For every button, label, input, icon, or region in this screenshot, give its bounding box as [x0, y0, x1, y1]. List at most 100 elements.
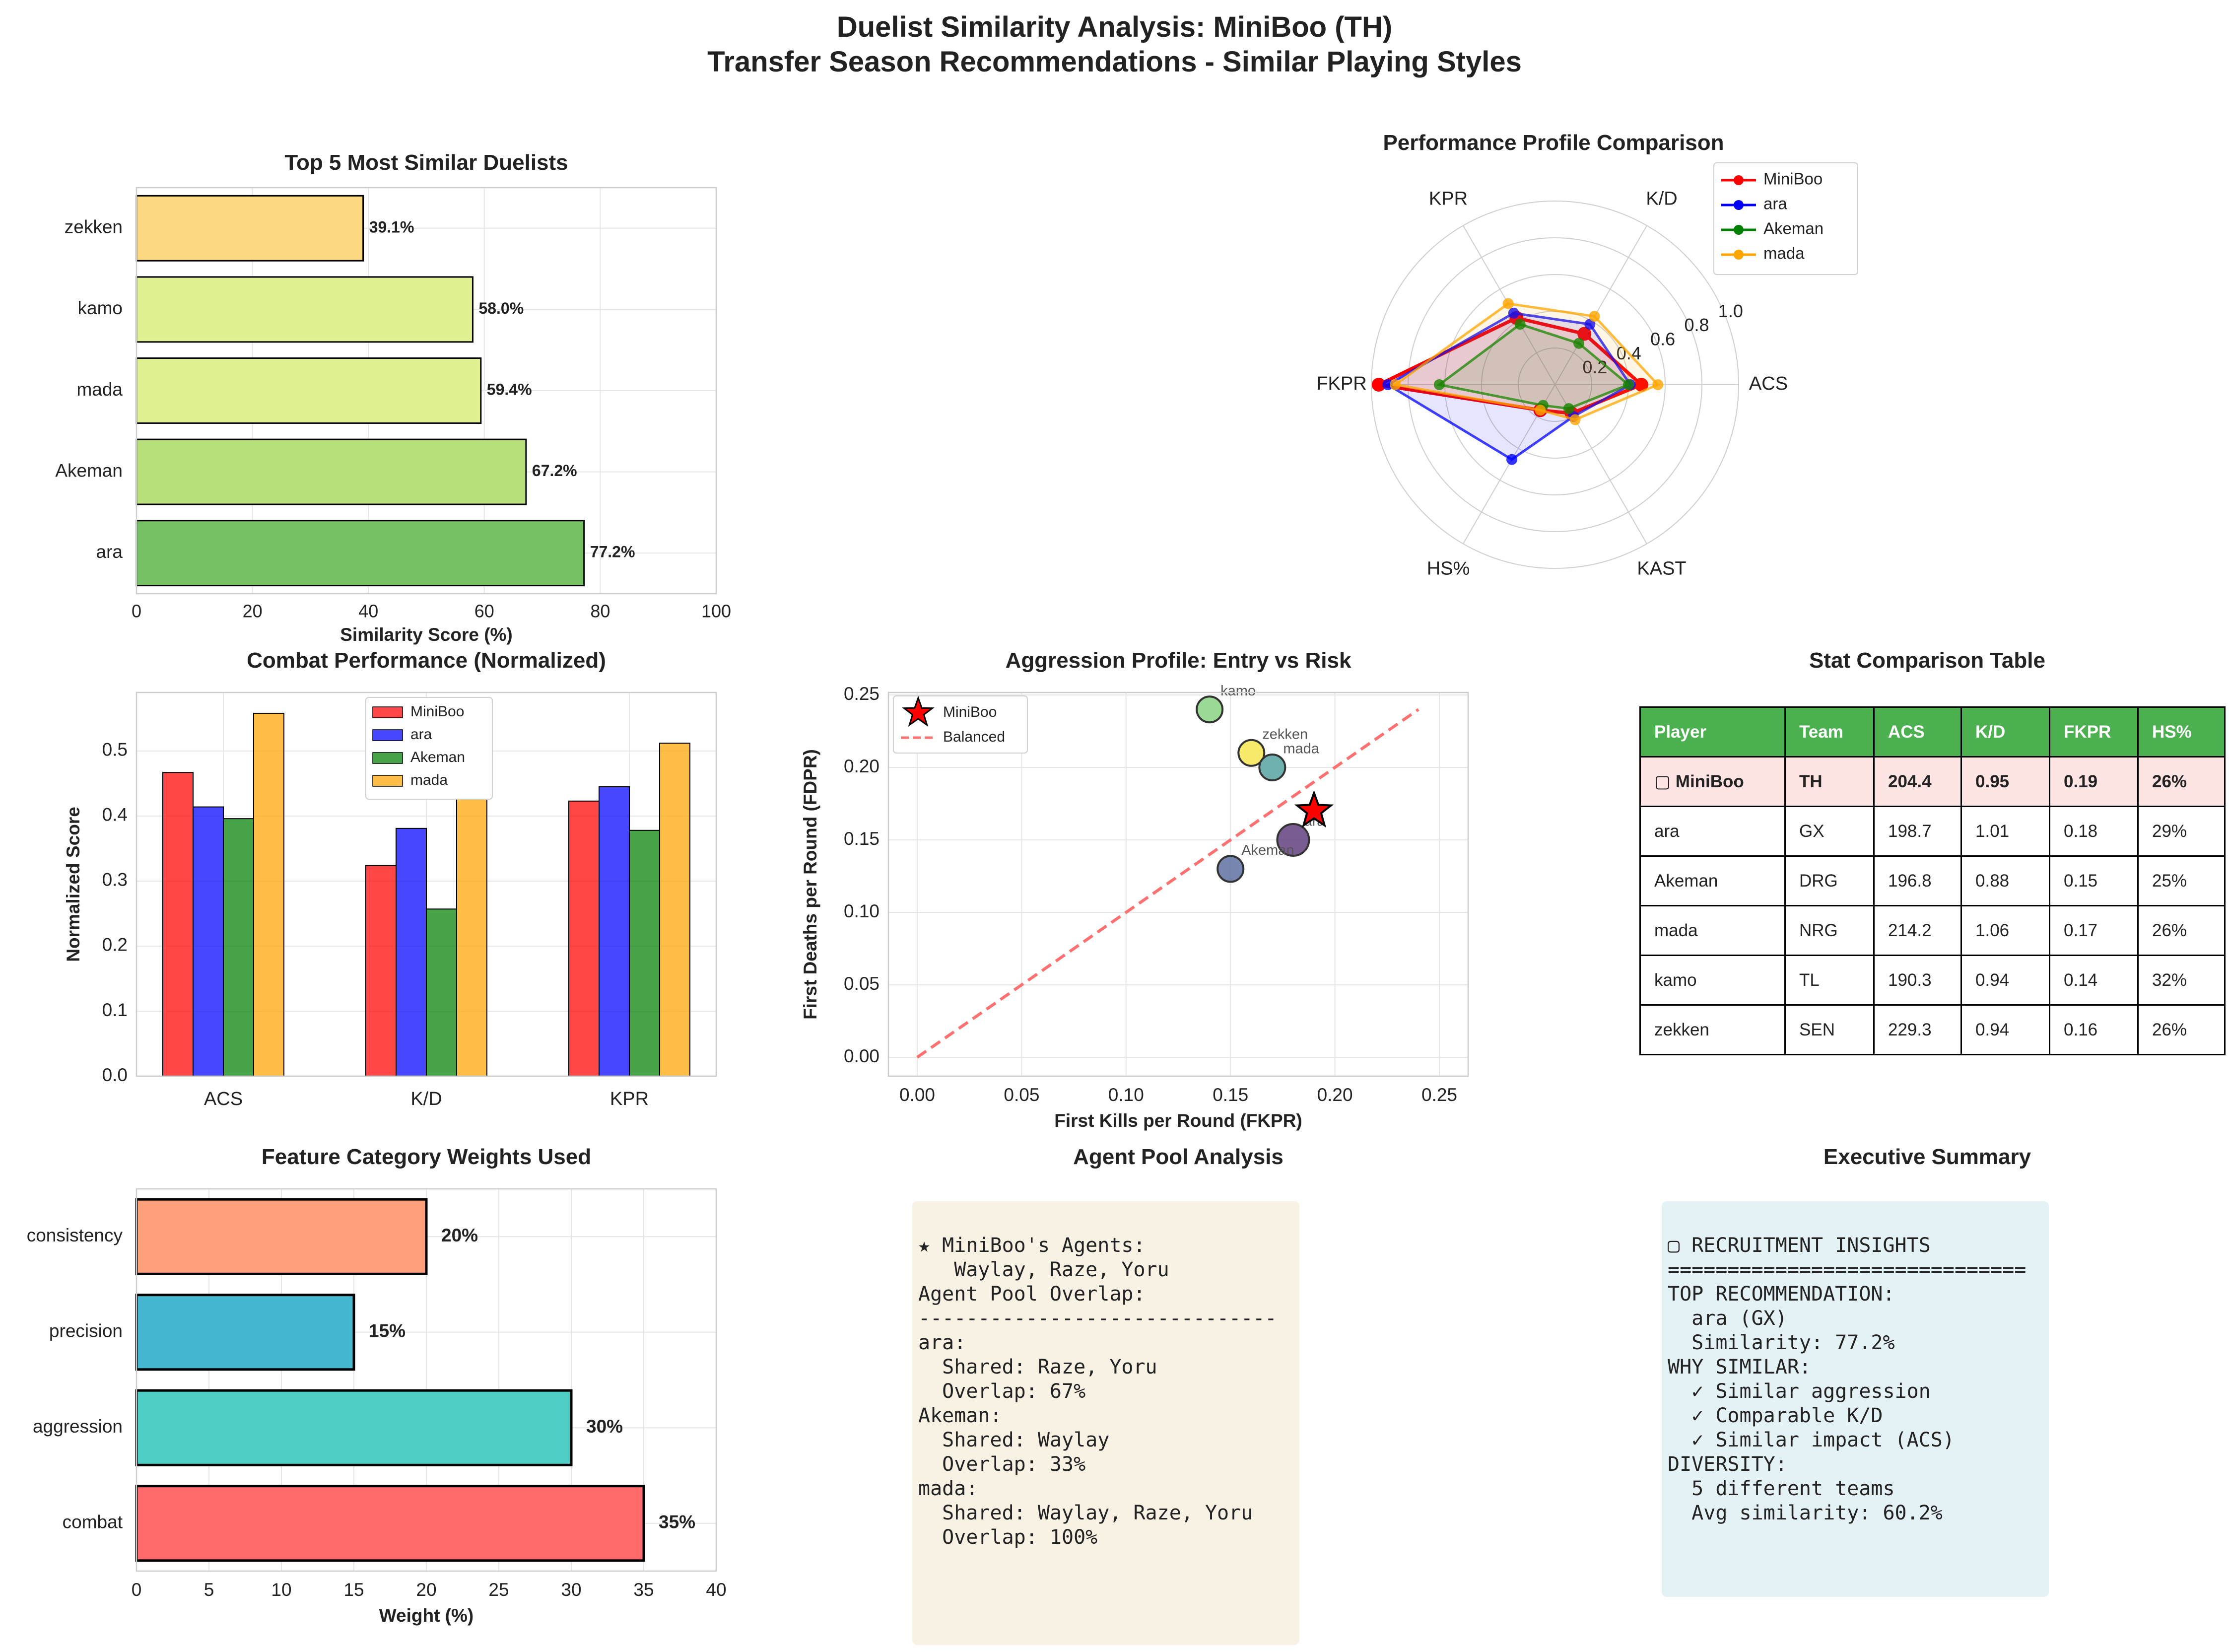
agent-pool-line: Agent Pool Overlap: — [918, 1283, 1146, 1306]
agent-pool-line: Shared: Waylay — [918, 1429, 1110, 1451]
legend-label: mada — [1763, 244, 1805, 263]
table-cell: 26% — [2137, 756, 2226, 807]
scatter-point-label: mada — [1283, 741, 1319, 757]
weights-chart-title: Feature Category Weights Used — [261, 1145, 592, 1169]
radar-legend — [1713, 162, 1858, 275]
combat-bar — [162, 772, 194, 1077]
figure-subtitle: Transfer Season Recommendations - Simila… — [707, 46, 1522, 78]
radar-axis-label: KPR — [1429, 189, 1468, 209]
similarity-bar — [135, 276, 473, 343]
legend-label: Akeman — [410, 749, 465, 765]
combat-bar — [629, 829, 660, 1077]
x-tick-label: 5 — [204, 1580, 214, 1600]
table-cell: 0.14 — [2049, 955, 2139, 1006]
executive-summary-textbox: ▢ RECRUITMENT INSIGHTS ==================… — [1662, 1201, 2049, 1597]
radar-spoke — [1554, 225, 1647, 385]
combat-bar — [659, 743, 690, 1077]
scatter-point — [1276, 823, 1310, 857]
y-tick-label: 0.0 — [102, 1065, 128, 1085]
legend-marker — [1734, 200, 1744, 210]
combat-bar — [253, 712, 284, 1077]
combat-bar — [365, 865, 397, 1077]
legend-label: MiniBoo — [410, 703, 464, 720]
x-tick-label: 15 — [343, 1580, 364, 1600]
radar-r-tick-label: 0.8 — [1684, 315, 1709, 335]
weight-bar — [135, 1294, 355, 1371]
summary-line: Similarity: 77.2% — [1668, 1331, 1895, 1354]
scatter-point-label: kamo — [1220, 683, 1256, 699]
weight-bar — [135, 1485, 645, 1562]
table-cell: GX — [1784, 806, 1875, 857]
radar-axis-label: K/D — [1646, 189, 1677, 209]
radar-point — [1390, 379, 1401, 390]
radar-point — [1652, 379, 1664, 390]
table-cell: TL — [1784, 955, 1875, 1006]
x-tick-label: 0 — [132, 1580, 142, 1600]
executive-summary-title: Executive Summary — [1823, 1145, 2031, 1169]
legend-label: Balanced — [943, 729, 1005, 745]
y-tick-label: 0.15 — [844, 828, 879, 849]
radar-point — [1514, 319, 1526, 330]
radar-point — [1563, 403, 1574, 414]
x-tick-label: 20 — [416, 1580, 436, 1600]
radar-axis-label: KAST — [1637, 558, 1686, 579]
table-row: kamo TL 190.3 0.94 0.14 32% — [1639, 955, 2226, 1006]
table-cell: Akeman — [1639, 855, 1786, 906]
summary-line: ✓ Similar aggression — [1668, 1380, 1931, 1403]
agent-pool-line: ------------------------------ — [918, 1307, 1277, 1330]
x-tick-label: 40 — [706, 1580, 726, 1600]
agent-pool-line: Waylay, Raze, Yoru — [918, 1258, 1169, 1281]
table-cell: mada — [1639, 905, 1786, 956]
combat-bar — [456, 794, 487, 1077]
radar-point — [1584, 319, 1596, 330]
figure-title: Duelist Similarity Analysis: MiniBoo (TH… — [836, 11, 1393, 43]
weight-bar — [135, 1389, 573, 1466]
agent-pool-line: Shared: Waylay, Raze, Yoru — [918, 1502, 1253, 1524]
table-cell: 0.19 — [2049, 756, 2139, 807]
agent-pool-line: Overlap: 100% — [918, 1526, 1098, 1549]
table-cell: ara — [1639, 806, 1786, 857]
y-tick-label: zekken — [65, 217, 123, 237]
table-cell: 196.8 — [1873, 855, 1962, 906]
x-tick-label: 10 — [271, 1580, 291, 1600]
x-tick-label: 20 — [243, 601, 263, 621]
y-tick-label: ara — [96, 542, 123, 562]
summary-line: ▢ RECRUITMENT INSIGHTS — [1668, 1234, 1931, 1257]
combat-chart-title: Combat Performance (Normalized) — [247, 648, 606, 673]
summary-line: ============================== — [1668, 1258, 2026, 1281]
agent-pool-line: ara: — [918, 1331, 966, 1354]
bar-value-label: 59.4% — [487, 380, 532, 398]
legend-swatch — [372, 729, 403, 741]
y-tick-label: 0.3 — [102, 870, 128, 890]
combat-bar — [396, 827, 427, 1077]
legend-swatch — [372, 775, 403, 787]
table-row-highlighted: ▢ MiniBoo TH 204.4 0.95 0.19 26% — [1639, 756, 2226, 807]
table-header-cell: ACS — [1873, 706, 1962, 757]
table-header-cell: K/D — [1960, 706, 2050, 757]
table-cell: DRG — [1784, 855, 1875, 906]
radar-axis-label: ACS — [1749, 373, 1788, 394]
bar-value-label: 58.0% — [478, 299, 524, 317]
combat-bar — [568, 800, 600, 1077]
agent-pool-title: Agent Pool Analysis — [1073, 1145, 1283, 1169]
radar-point — [1506, 454, 1518, 465]
table-cell: kamo — [1639, 955, 1786, 1006]
radar-point — [1508, 307, 1519, 319]
similarity-bar — [135, 520, 585, 587]
y-tick-label: 0.25 — [844, 684, 879, 704]
combat-bar — [599, 786, 630, 1077]
table-cell: TH — [1784, 756, 1875, 807]
combat-bar — [193, 806, 224, 1077]
agent-pool-line: mada: — [918, 1477, 978, 1500]
radar-point — [1535, 405, 1546, 416]
radar-axis-label: FKPR — [1316, 373, 1366, 394]
x-tick-label: 40 — [358, 601, 378, 621]
radar-point — [1634, 378, 1648, 392]
radar-axis-label: HS% — [1427, 558, 1470, 579]
combat-legend — [365, 697, 493, 800]
bar-value-label: 30% — [586, 1416, 623, 1437]
y-tick-label: 0.20 — [844, 756, 879, 776]
bar-value-label: 39.1% — [369, 218, 414, 236]
balanced-reference-line — [916, 708, 1419, 1059]
